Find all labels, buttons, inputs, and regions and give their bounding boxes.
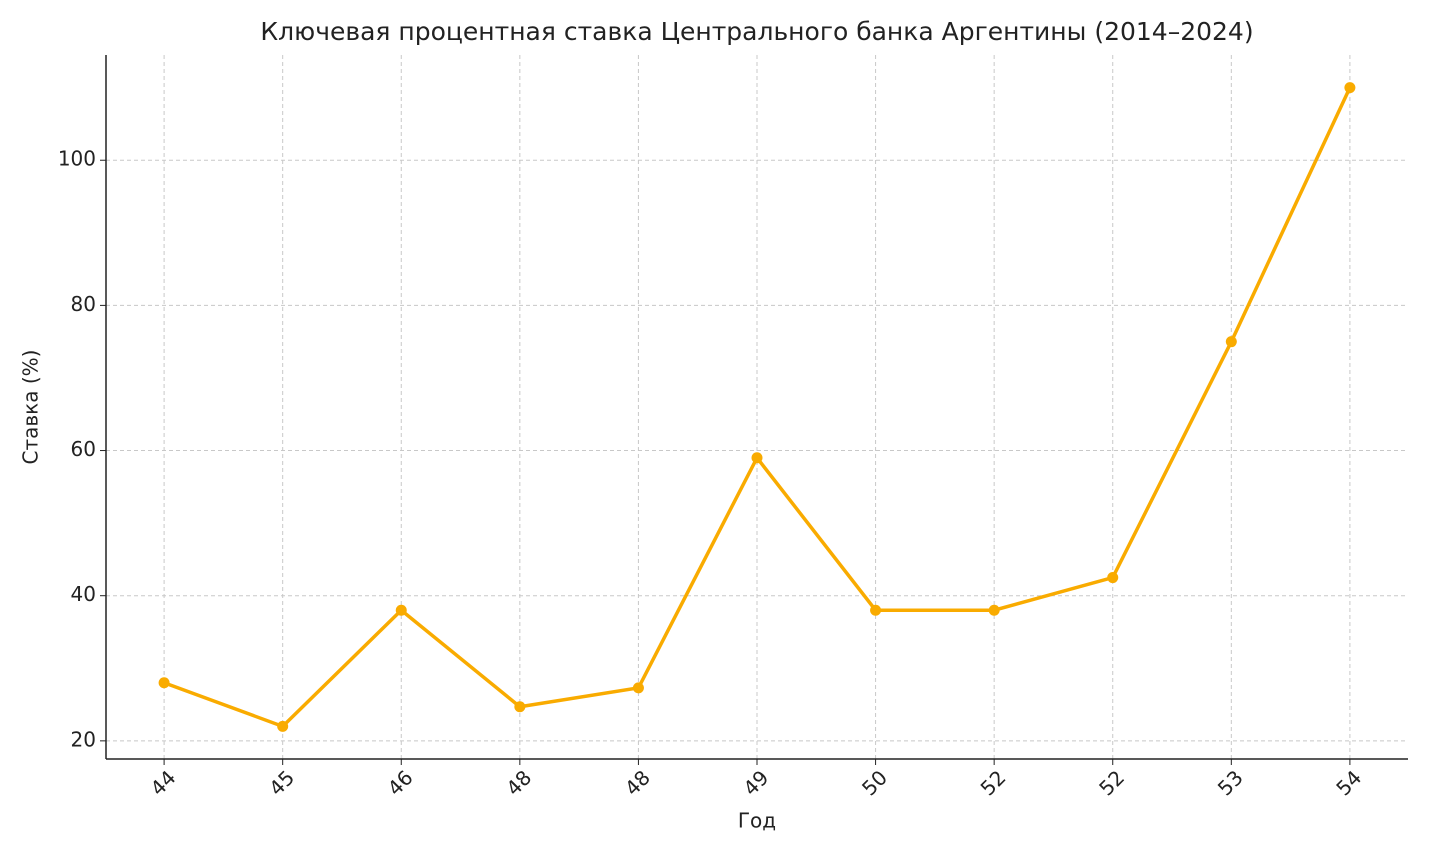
point [988,604,1000,616]
x-tick-label: 48 [620,765,655,800]
x-tick-label: 52 [976,765,1011,800]
point [158,677,170,689]
x-tick-label: 46 [383,765,418,800]
point [632,682,644,694]
chart-title: Ключевая процентная ставка Центрального … [260,17,1253,46]
x-tick-label: 54 [1331,765,1366,800]
y-tick-label: 60 [71,437,96,461]
point [277,720,289,732]
y-axis-label: Ставка (%) [19,350,43,465]
y-tick-label: 40 [71,582,96,606]
point [870,604,882,616]
x-axis-label: Год [738,809,776,833]
y-tick-label: 20 [71,727,96,751]
x-tick-label: 53 [1213,765,1248,800]
x-tick-label: 52 [1094,765,1129,800]
point [514,701,526,713]
x-tick-label: 45 [264,765,299,800]
point [751,452,763,464]
point [395,604,407,616]
x-tick-label: 48 [501,765,536,800]
point [1344,82,1356,94]
x-tick-label: 50 [857,765,892,800]
point [1225,336,1237,348]
x-tick-label: 44 [146,765,181,800]
point [1107,572,1119,584]
y-tick-label: 80 [71,292,96,316]
y-tick-label: 100 [58,147,96,171]
x-tick-label: 49 [738,765,773,800]
